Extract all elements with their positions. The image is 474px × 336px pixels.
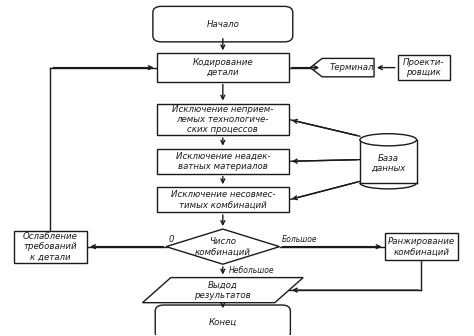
Text: Кодирование
детали: Кодирование детали bbox=[192, 58, 253, 77]
Text: 0: 0 bbox=[168, 235, 174, 244]
Text: База
данных: База данных bbox=[371, 154, 405, 173]
Bar bbox=[385, 233, 458, 260]
Text: Исключение неадек-
ватных материалов: Исключение неадек- ватных материалов bbox=[175, 152, 270, 171]
Bar bbox=[156, 187, 289, 212]
Bar bbox=[156, 149, 289, 174]
Bar bbox=[360, 140, 417, 183]
Polygon shape bbox=[166, 229, 280, 264]
Bar bbox=[156, 53, 289, 82]
Text: Большое: Большое bbox=[282, 235, 318, 244]
Text: Терминал: Терминал bbox=[329, 63, 374, 72]
Text: Небольшое: Небольшое bbox=[228, 266, 274, 275]
Text: Конец: Конец bbox=[209, 318, 237, 326]
Text: Число
комбинаций: Число комбинаций bbox=[195, 237, 251, 256]
Bar bbox=[156, 103, 289, 135]
Ellipse shape bbox=[360, 134, 417, 146]
Text: Ранжирование
комбинаций: Ранжирование комбинаций bbox=[388, 237, 455, 256]
Text: Исключение неприем-
лемых технологиче-
ских процессов: Исключение неприем- лемых технологиче- с… bbox=[172, 104, 273, 134]
Polygon shape bbox=[310, 58, 374, 77]
FancyBboxPatch shape bbox=[155, 305, 291, 336]
Text: Проекти-
ровщик: Проекти- ровщик bbox=[403, 58, 445, 77]
Polygon shape bbox=[143, 278, 303, 303]
Text: Ослабление
требований
к детали: Ослабление требований к детали bbox=[23, 232, 78, 261]
Text: Исключение несовмес-
тимых комбинаций: Исключение несовмес- тимых комбинаций bbox=[171, 190, 275, 209]
Text: Выдод
результатов: Выдод результатов bbox=[194, 281, 251, 300]
Bar bbox=[398, 55, 450, 80]
Text: Начало: Начало bbox=[206, 19, 239, 29]
Bar bbox=[14, 231, 87, 262]
FancyBboxPatch shape bbox=[153, 6, 293, 42]
